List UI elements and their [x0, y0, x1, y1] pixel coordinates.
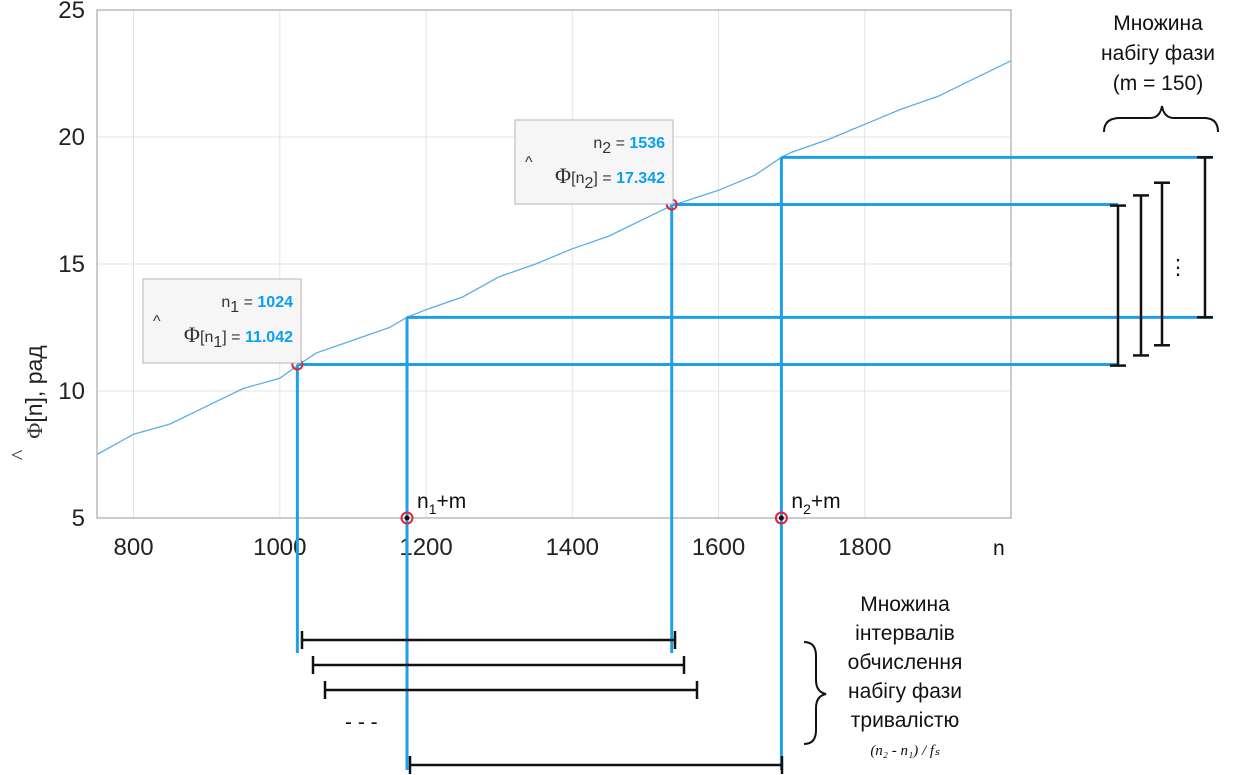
x-tick-labels: 800 1000 1200 1400 1600 1800 — [114, 534, 892, 561]
phase-brackets: ⋮ — [1103, 105, 1219, 367]
y-axis-label: Φ[n], рад ^ — [6, 345, 47, 460]
datatips: n1 = 1024 Φ[n1] = 11.042 ^ n2 = 1536 Φ[n2] =… — [142, 119, 674, 364]
phase-caption-line-3: (m = 150) — [1113, 72, 1203, 95]
datatip-hat: ^ — [525, 154, 533, 171]
y-tick-labels: 5 10 15 20 25 — [58, 0, 85, 532]
phase-caption-line-1: Множина — [1113, 12, 1203, 35]
datatip-n-row: n2 = 1536 — [593, 135, 665, 157]
construction-lines — [295, 155, 1212, 770]
grid-lines — [97, 9, 1011, 519]
datatip-1: n1 = 1024 Φ[n1] = 11.042 ^ — [142, 278, 302, 364]
x-axis-label: n — [993, 537, 1005, 560]
phase-bracket-1 — [1110, 204, 1126, 367]
datatip-box — [142, 278, 302, 364]
phase-caption-line-2: набігу фази — [1101, 42, 1215, 65]
vertical-ellipsis: ⋮ — [1168, 256, 1189, 279]
marker-point-dot — [404, 515, 410, 521]
axes-frame — [96, 9, 1012, 519]
interval-bar-last — [408, 756, 784, 774]
y-tick-label: 5 — [72, 505, 85, 532]
interval-caption-line-3: обчислення — [848, 651, 963, 674]
datatip-n-row: n1 = 1024 — [221, 294, 293, 316]
datatip-2: n2 = 1536 Φ[n2] = 17.342 ^ — [514, 119, 674, 205]
data-points: n1+m n2+m — [291, 198, 841, 525]
marker-point — [774, 511, 788, 525]
phase-curly-brace — [1103, 105, 1219, 133]
interval-caption-line-4: набігу фази — [848, 680, 962, 703]
x-tick-label: 1800 — [838, 534, 891, 561]
y-axis-label-unit: , рад — [21, 345, 47, 397]
interval-caption-line-2: інтервалів — [855, 622, 955, 645]
x-tick-label: 800 — [114, 534, 154, 561]
y-tick-label: 10 — [58, 378, 85, 405]
x-tick-label: 1600 — [692, 534, 745, 561]
marker-point-dot — [778, 515, 784, 521]
interval-curly-brace — [803, 641, 827, 745]
y-axis-label-fn: Φ — [22, 423, 47, 439]
phase-bracket-3 — [1154, 181, 1170, 347]
y-axis-label-arg: [n] — [21, 397, 47, 423]
interval-bars — [300, 631, 827, 774]
y-tick-label: 15 — [58, 251, 85, 278]
interval-formula: (n₂ - n₁) / fₛ — [870, 743, 940, 759]
svg-text:Φ[n], рад: Φ[n], рад — [21, 345, 47, 439]
marker-label: n1+m — [417, 490, 466, 517]
marker-point — [400, 511, 414, 525]
datatip-box — [514, 119, 674, 205]
interval-bar-1 — [300, 631, 677, 649]
datatip-hat: ^ — [153, 313, 161, 330]
interval-bar-2 — [311, 656, 686, 674]
marker-label: n2+m — [791, 490, 840, 517]
phase-set-caption: Множина набігу фази (m = 150) — [1101, 12, 1215, 95]
interval-set-caption: Множина інтервалів обчислення набігу фаз… — [848, 593, 963, 759]
y-tick-label: 20 — [58, 124, 85, 151]
datatip-phi-row: Φ[n2] = 17.342 — [555, 163, 665, 192]
datatip-phi-row: Φ[n1] = 11.042 — [184, 322, 293, 351]
horizontal-ellipsis: - - - — [345, 711, 378, 734]
phase-bracket-2 — [1133, 194, 1149, 357]
interval-caption-line-1: Множина — [860, 593, 950, 616]
x-tick-label: 1400 — [546, 534, 599, 561]
phase-bracket-last — [1197, 156, 1213, 319]
y-tick-label: 25 — [58, 0, 85, 24]
y-axis-label-hat: ^ — [6, 449, 31, 460]
interval-bar-3 — [323, 681, 699, 699]
series-line — [96, 60, 1012, 456]
interval-caption-line-5: тривалістю — [851, 709, 959, 732]
